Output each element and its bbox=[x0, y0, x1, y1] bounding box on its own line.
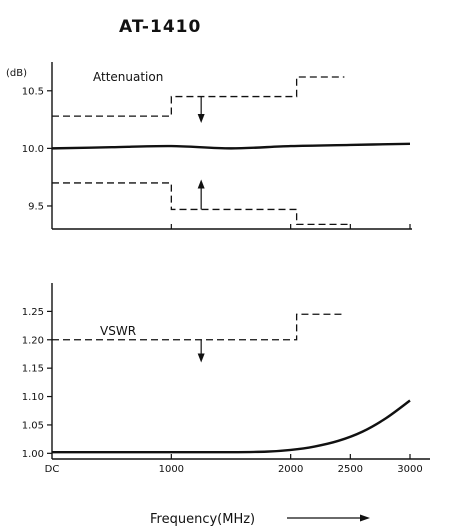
y-tick-label: 1.25 bbox=[22, 307, 44, 318]
y-tick-label: 1.00 bbox=[22, 449, 44, 460]
y-tick-label: 10.0 bbox=[22, 144, 44, 155]
measured-curve bbox=[52, 399, 411, 454]
y-tick-label: 1.20 bbox=[22, 335, 44, 346]
x-tick-label: DC bbox=[45, 464, 60, 475]
spec-limit-line bbox=[52, 76, 345, 117]
attenuation-panel: (dB) Attenuation 10.5 10.0 9.5 bbox=[6, 62, 412, 230]
x-tick-label: 2500 bbox=[338, 464, 363, 475]
x-tick-label: 1000 bbox=[159, 464, 184, 475]
y-ticks: 1.25 1.20 1.15 1.10 1.05 1.00 bbox=[22, 307, 52, 460]
x-axis-direction-arrowhead bbox=[360, 514, 370, 522]
y-ticks: 10.5 10.0 9.5 bbox=[22, 86, 52, 212]
chart-title: AT-1410 bbox=[119, 17, 201, 37]
arrows-group bbox=[197, 339, 205, 363]
margin-arrowhead bbox=[197, 353, 205, 363]
x-ticks bbox=[170, 224, 411, 229]
vswr-series-label: VSWR bbox=[100, 324, 136, 338]
y-tick-label: 1.10 bbox=[22, 392, 44, 403]
x-tick-label: 3000 bbox=[397, 464, 422, 475]
margin-arrowhead bbox=[197, 114, 205, 124]
y-tick-label: 1.15 bbox=[22, 364, 44, 375]
attenuation-series-label: Attenuation bbox=[93, 70, 163, 84]
y-tick-label: 1.05 bbox=[22, 420, 44, 431]
spec-limit-line bbox=[52, 182, 351, 226]
y-unit-label: (dB) bbox=[6, 68, 27, 79]
arrows-group bbox=[197, 96, 205, 210]
series-group bbox=[51, 76, 411, 226]
vswr-panel: VSWR 1.25 1.20 1.15 1.10 1.05 1.00 DC 1000 2000… bbox=[22, 283, 430, 475]
y-tick-label: 9.5 bbox=[28, 201, 44, 212]
measured-curve bbox=[51, 142, 411, 150]
x-axis-label: Frequency(MHz) bbox=[150, 512, 255, 526]
margin-arrowhead bbox=[197, 179, 205, 189]
x-ticks: DC 1000 2000 2500 3000 bbox=[45, 454, 423, 475]
x-tick-label: 2000 bbox=[278, 464, 303, 475]
series-group bbox=[52, 313, 411, 454]
spec-limit-line bbox=[52, 313, 345, 341]
y-tick-label: 10.5 bbox=[22, 86, 44, 97]
